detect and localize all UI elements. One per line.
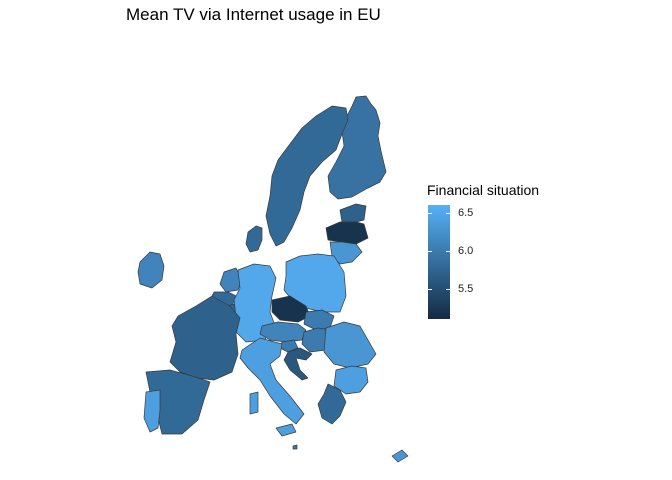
region-estonia [339, 203, 367, 223]
legend-tick-label: 6.0 [458, 244, 474, 257]
region-netherlands [219, 267, 243, 293]
region-sweden [265, 105, 349, 247]
region-latvia [325, 221, 369, 245]
region-ireland [137, 251, 165, 289]
country-shapes [137, 95, 409, 463]
region-poland [283, 253, 347, 313]
region-france [169, 295, 241, 381]
region-portugal [143, 389, 161, 433]
map-title: Mean TV via Internet usage in EU [126, 5, 381, 24]
region-czechia [271, 295, 311, 323]
legend-tick-mark [428, 288, 432, 290]
region-romania [323, 321, 377, 369]
region-denmark [245, 225, 263, 253]
legend-tick-mark [428, 212, 432, 214]
region-sardinia [249, 391, 259, 415]
region-malta [292, 444, 298, 450]
region-sicily [275, 423, 297, 437]
legend-tick-mark [446, 288, 450, 290]
region-cyprus [391, 449, 409, 463]
region-italy [239, 337, 305, 425]
legend-tick-mark [446, 250, 450, 252]
region-croatia [283, 347, 313, 381]
legend-tick-mark [428, 250, 432, 252]
region-bulgaria [333, 365, 369, 395]
legend-color-bar [428, 205, 450, 319]
region-austria [259, 321, 307, 343]
legend-tick-label: 5.5 [458, 282, 474, 295]
region-finland [327, 95, 387, 200]
region-greece [317, 383, 347, 425]
legend-tick-label: 6.5 [458, 206, 474, 219]
legend-tick-mark [446, 212, 450, 214]
legend-title: Financial situation [427, 182, 540, 198]
